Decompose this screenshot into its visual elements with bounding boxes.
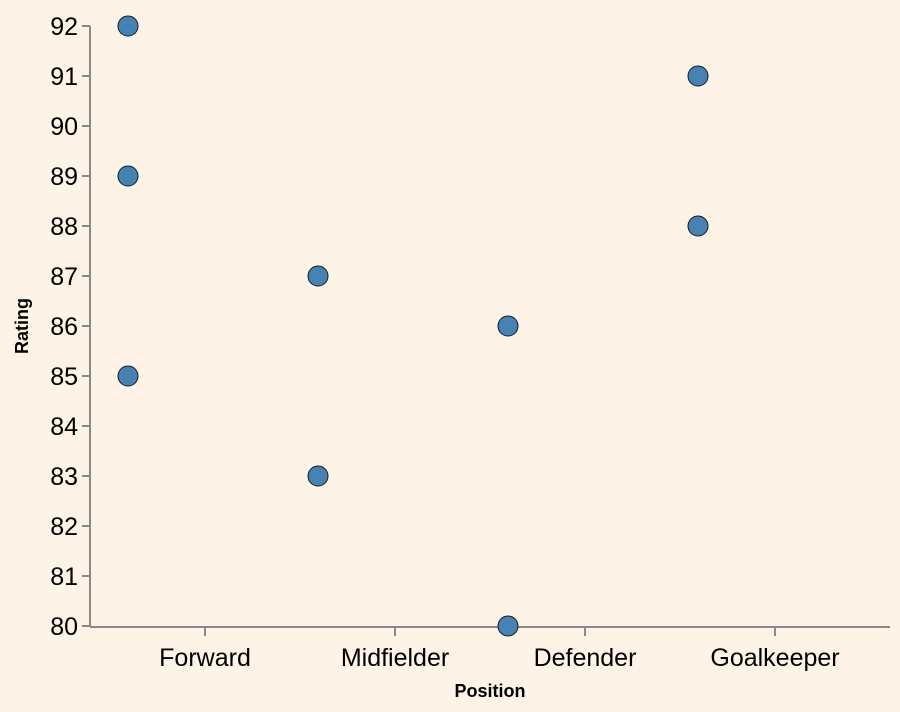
- x-tick-label: Goalkeeper: [710, 644, 839, 672]
- data-point: [687, 65, 709, 87]
- y-tick-label: 87: [50, 263, 78, 291]
- data-point: [307, 465, 329, 487]
- y-tick-label: 82: [50, 513, 78, 541]
- x-tick-label: Forward: [159, 644, 251, 672]
- y-tick-label: 84: [50, 413, 78, 441]
- data-point: [497, 615, 519, 637]
- y-tick-label: 90: [50, 113, 78, 141]
- data-point: [687, 215, 709, 237]
- x-axis-title: Position: [455, 681, 526, 701]
- x-axis: Forward Midfielder Defender Goalkeeper: [90, 626, 890, 672]
- y-tick-label: 83: [50, 463, 78, 491]
- y-tick-label: 80: [50, 613, 78, 641]
- data-point: [307, 265, 329, 287]
- y-tick-label: 81: [50, 563, 78, 591]
- y-tick-label: 88: [50, 213, 78, 241]
- data-point: [117, 365, 139, 387]
- data-point: [117, 165, 139, 187]
- y-tick-label: 86: [50, 313, 78, 341]
- y-axis: 80 81 82 83 84 85 86 87 88 89 90 91 92: [50, 13, 91, 641]
- data-point: [497, 315, 519, 337]
- data-points: [117, 15, 709, 637]
- y-tick-label: 89: [50, 163, 78, 191]
- x-tick-label: Midfielder: [341, 644, 449, 672]
- y-axis-title: Rating: [12, 298, 32, 354]
- x-tick-label: Defender: [534, 644, 637, 672]
- data-point: [117, 15, 139, 37]
- y-tick-label: 91: [50, 63, 78, 91]
- y-tick-label: 92: [50, 13, 78, 41]
- y-tick-label: 85: [50, 363, 78, 391]
